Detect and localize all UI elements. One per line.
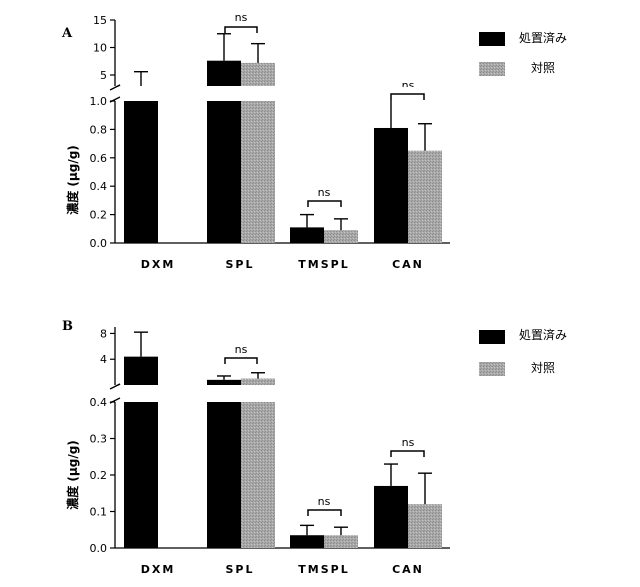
panel-b-y-tick-label: 8 xyxy=(100,327,107,340)
panel-b-y-axis-label: 濃度 (μg/g) xyxy=(65,440,80,510)
bar-control xyxy=(408,151,442,243)
panel-a-label: A xyxy=(61,26,73,41)
panel-a-y-tick-label: 0.2 xyxy=(90,209,108,222)
panel-a-category-labels: DXM SPL TMSPL CAN xyxy=(141,258,424,271)
panel-a-legend-treated-label: 処置済み xyxy=(519,30,567,45)
panel-b-y-tick-label: 0.4 xyxy=(90,396,108,409)
panel-b-y-tick-label: 0.2 xyxy=(90,469,108,482)
bar-treated-upper xyxy=(124,357,158,385)
significance-bracket xyxy=(308,510,341,516)
panel-a-ns-annotation: ns xyxy=(235,11,248,24)
panel-b-label: B xyxy=(62,319,73,334)
panel-a-y-tick-label: 10 xyxy=(93,42,107,55)
panel-b-plot: 0.0 0.1 0.2 0.3 0.4 4 8 xyxy=(90,327,506,555)
panel-b-y-tick-label: 0.1 xyxy=(90,506,108,519)
bar-treated xyxy=(374,486,408,548)
panel-b-y-tick-label: 4 xyxy=(100,353,107,366)
panel-b-ns-annotation: ns xyxy=(235,343,248,356)
bar-treated-upper xyxy=(207,380,241,385)
panel-b-y-tick-label: 0.3 xyxy=(90,433,108,446)
bar-treated xyxy=(124,101,158,243)
significance-bracket xyxy=(225,27,257,33)
bar-control xyxy=(324,535,358,548)
panel-a-ns-annotation: ns xyxy=(318,186,331,199)
panel-b-category-labels: DXM SPL TMSPL CAN xyxy=(141,563,424,576)
bar-treated xyxy=(124,402,158,548)
panel-b-category-label: DXM xyxy=(141,563,176,576)
bar-treated xyxy=(290,227,324,243)
legend-swatch-control xyxy=(479,362,505,376)
panel-b-category-label: CAN xyxy=(392,563,424,576)
bar-control xyxy=(324,230,358,243)
panel-a-y-tick-label: 0.6 xyxy=(90,152,108,165)
panel-a-plot: 0.0 0.2 0.4 0.6 0.8 1.0 5 10 15 xyxy=(90,14,506,250)
panel-b-y-tick-label: 0.0 xyxy=(90,542,108,555)
bar-treated xyxy=(207,101,241,243)
legend-swatch-treated xyxy=(479,330,505,344)
panel-a-y-tick-label: 5 xyxy=(100,69,107,82)
chart-marks: 0.0 0.2 0.4 0.6 0.8 1.0 5 10 15 0.0 0.1 0.2 0.3 0.4 4 8 xyxy=(90,14,506,555)
panel-a-y-tick-label: 1.0 xyxy=(90,95,108,108)
panel-a-category-label: DXM xyxy=(141,258,176,271)
bar-treated xyxy=(207,402,241,548)
significance-bracket xyxy=(225,358,257,364)
panel-a-y-tick-label: 0.8 xyxy=(90,123,108,136)
panel-a-y-axis-label: 濃度 (μg/g) xyxy=(65,145,80,215)
bar-treated xyxy=(290,535,324,548)
bar-control-upper xyxy=(241,63,275,86)
panel-a-category-label: TMSPL xyxy=(298,258,349,271)
panel-a-y-tick-label: 0.0 xyxy=(90,237,108,250)
panel-b-ns-annotation: ns xyxy=(318,495,331,508)
bar-treated-upper xyxy=(207,61,241,86)
panel-a-y-tick-label: 0.4 xyxy=(90,180,108,193)
panel-a-category-label: SPL xyxy=(226,258,255,271)
panel-b-category-label: SPL xyxy=(226,563,255,576)
panel-a-legend-control-label: 対照 xyxy=(531,61,555,75)
panel-b-legend-treated-label: 処置済み xyxy=(519,327,567,342)
significance-bracket xyxy=(308,201,341,207)
panel-a-category-label: CAN xyxy=(392,258,424,271)
panel-b-category-label: TMSPL xyxy=(298,563,349,576)
bar-control xyxy=(408,504,442,548)
bar-control xyxy=(241,402,275,548)
bar-control xyxy=(241,101,275,243)
panel-b-break-gap xyxy=(109,386,450,401)
panel-a-y-tick-label: 15 xyxy=(93,14,107,27)
panel-b-ns-annotation: ns xyxy=(402,436,415,449)
bar-treated xyxy=(374,128,408,243)
legend-swatch-treated xyxy=(479,32,505,46)
significance-bracket xyxy=(391,451,424,457)
panel-b-legend-control-label: 対照 xyxy=(531,361,555,375)
legend-swatch-control xyxy=(479,62,505,76)
bar-control-upper xyxy=(241,379,275,385)
